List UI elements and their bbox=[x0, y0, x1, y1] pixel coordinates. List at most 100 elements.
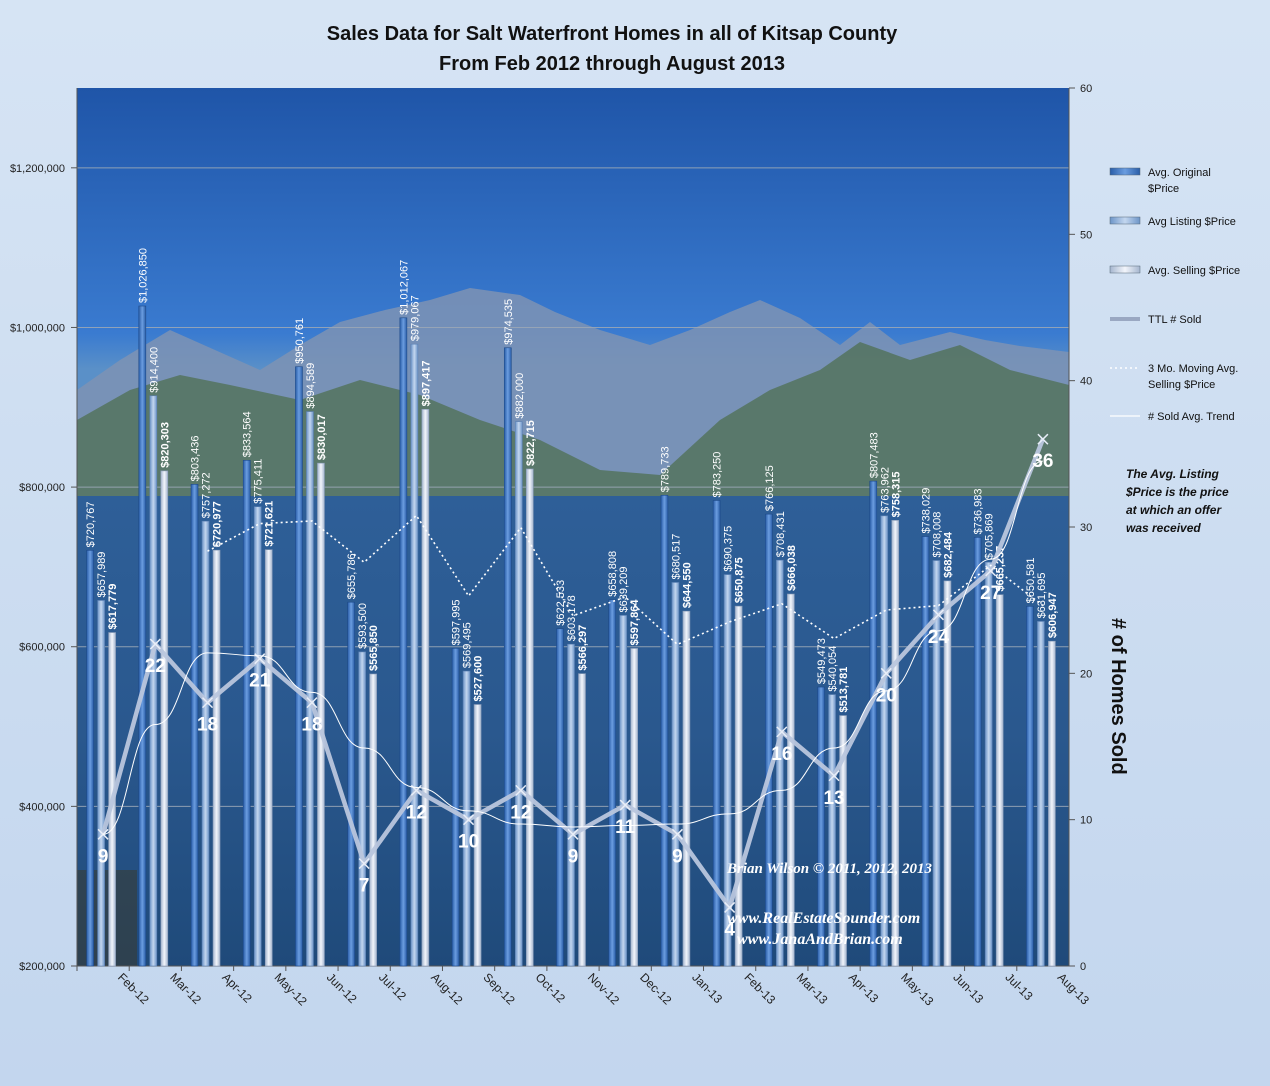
legend-label: Selling $Price bbox=[1148, 379, 1215, 391]
bar-selling bbox=[578, 673, 586, 967]
bar-listing bbox=[97, 600, 105, 967]
x-tick-label: Aug-13 bbox=[1055, 970, 1092, 1007]
bar-value-label: $766,125 bbox=[764, 465, 776, 511]
bar-listing bbox=[671, 582, 680, 967]
bar-value-label: $603,178 bbox=[566, 595, 578, 641]
legend: Avg. Original $Price Avg Listing $Price Avg… bbox=[1109, 167, 1240, 423]
bar-value-label: $650,875 bbox=[734, 557, 746, 603]
bar-listing bbox=[723, 574, 732, 967]
x-tick-label: Nov-12 bbox=[585, 970, 622, 1007]
bar-listing bbox=[201, 520, 210, 967]
bar-value-label: $690,375 bbox=[723, 526, 735, 572]
bar-selling bbox=[264, 549, 273, 967]
lines bbox=[97, 433, 1049, 913]
x-tick-label: Mar-13 bbox=[794, 970, 831, 1007]
bar-value-label: $736,983 bbox=[973, 488, 985, 534]
bar-selling bbox=[734, 605, 743, 967]
bar-selling bbox=[839, 715, 847, 967]
y-left-tick-label: $200,000 bbox=[19, 961, 65, 973]
y-right-ticks: 0 10 20 30 40 50 60 bbox=[1069, 83, 1092, 973]
bar-original bbox=[295, 366, 303, 967]
x-tick-label: Jul-12 bbox=[376, 970, 409, 1003]
note-line-4: was received bbox=[1126, 521, 1201, 535]
sold-count-label: 24 bbox=[928, 627, 950, 648]
x-tick-label: Feb-13 bbox=[742, 970, 779, 1007]
credit-block: Brian Wilson © 2011, 2012, 2013 www.Real… bbox=[726, 861, 933, 948]
bar-value-label: $606,947 bbox=[1047, 592, 1059, 638]
sold-point-marker bbox=[515, 784, 527, 796]
bar-original bbox=[138, 305, 147, 967]
bar-selling bbox=[787, 593, 795, 967]
bar-value-label: $682,484 bbox=[942, 531, 954, 578]
sold-point-marker bbox=[567, 828, 579, 840]
legend-swatch bbox=[1109, 167, 1141, 176]
sold-point-marker bbox=[149, 638, 161, 650]
legend-label: TTL # Sold bbox=[1148, 314, 1201, 326]
bar-original bbox=[660, 494, 669, 967]
bar-listing bbox=[776, 559, 784, 967]
bar-value-label: $763,962 bbox=[879, 467, 891, 513]
bar-listing bbox=[880, 515, 889, 967]
bar-value-label: $1,026,850 bbox=[137, 248, 149, 303]
x-tick-label: Jan-13 bbox=[689, 970, 725, 1006]
bar-value-label: $775,411 bbox=[253, 459, 265, 504]
sold-count-labels: 9 22 18 21 18 7 12 10 12 9 11 9 4 16 13 20 24 27 36 bbox=[98, 451, 1054, 940]
sold-point-marker bbox=[828, 770, 840, 782]
bar-value-label: $979,067 bbox=[409, 295, 421, 341]
sold-point-marker bbox=[776, 726, 788, 738]
note-line-2: $Price is the price bbox=[1125, 485, 1229, 499]
sold-count-label: 4 bbox=[724, 919, 735, 940]
legend-swatch bbox=[1109, 265, 1141, 274]
sold-count-label: 20 bbox=[876, 685, 897, 706]
y-right-tick-label: 50 bbox=[1080, 229, 1092, 241]
sold-point-marker bbox=[358, 858, 370, 870]
bar-listing bbox=[358, 651, 366, 967]
bar-value-label: $655,786 bbox=[346, 553, 358, 599]
y-right-tick-label: 0 bbox=[1080, 961, 1086, 973]
bar-original bbox=[242, 460, 251, 967]
bar-selling bbox=[369, 673, 377, 967]
note: The Avg. Listing $Price is the price at … bbox=[1125, 467, 1229, 535]
bar-value-label: $565,850 bbox=[368, 625, 380, 671]
bar-original bbox=[765, 513, 773, 967]
bar-value-label: $950,761 bbox=[294, 318, 306, 364]
bar-value-label: $807,483 bbox=[868, 432, 880, 478]
bar-value-label: $758,315 bbox=[890, 471, 902, 517]
bar-listing bbox=[149, 395, 158, 967]
bar-value-label: $549,473 bbox=[816, 638, 828, 684]
sold-point-marker bbox=[1037, 433, 1049, 445]
bar-value-label: $566,297 bbox=[577, 625, 589, 671]
bars bbox=[86, 305, 1056, 967]
bar-value-label: $644,550 bbox=[681, 562, 693, 608]
bar-value-label: $914,400 bbox=[148, 347, 160, 393]
bar-value-label: $822,715 bbox=[525, 420, 537, 466]
x-tick-label: May-13 bbox=[898, 970, 936, 1008]
sold-count-label: 18 bbox=[301, 715, 322, 736]
bar-value-label: $738,029 bbox=[920, 488, 932, 534]
bar-value-label: $708,008 bbox=[931, 512, 943, 558]
sold-point-marker bbox=[724, 901, 736, 913]
bar-value-label: $680,517 bbox=[670, 534, 682, 580]
x-tick-label: May-12 bbox=[272, 970, 310, 1008]
note-line-1: The Avg. Listing bbox=[1126, 467, 1220, 481]
legend-label: Avg Listing $Price bbox=[1148, 216, 1236, 228]
bar-value-label: $527,600 bbox=[473, 656, 485, 702]
sold-count-label: 36 bbox=[1032, 451, 1053, 472]
note-line-3: at which an offer bbox=[1126, 503, 1222, 517]
bar-value-label: $593,500 bbox=[357, 603, 369, 649]
bar-value-label: $513,781 bbox=[838, 667, 850, 713]
bar-value-label: $597,864 bbox=[629, 599, 641, 646]
bar-original bbox=[921, 536, 930, 967]
series-line-sold-trend bbox=[103, 460, 1043, 835]
bar-selling bbox=[421, 409, 430, 967]
bar-original bbox=[556, 628, 564, 967]
bar-original bbox=[1026, 606, 1034, 967]
bar-value-label: $650,581 bbox=[1025, 557, 1037, 603]
credit-line-3: www.JanaAndBrian.com bbox=[737, 931, 903, 948]
y-left-tick-label: $600,000 bbox=[19, 642, 65, 654]
x-tick-label: Apr-12 bbox=[219, 970, 255, 1006]
bar-value-label: $894,589 bbox=[305, 363, 317, 409]
bar-selling bbox=[1048, 640, 1056, 967]
bar-value-labels: $720,767 $1,026,850 $803,436 $833,564 $950,7… bbox=[85, 248, 1059, 713]
legend-label: 3 Mo. Moving Avg. bbox=[1148, 363, 1238, 375]
